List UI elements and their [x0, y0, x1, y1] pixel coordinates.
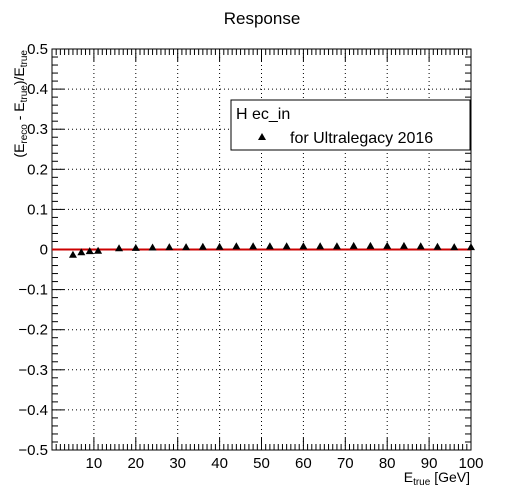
data-point-triangle — [349, 241, 358, 249]
x-tick-label: 50 — [253, 455, 270, 472]
x-tick-label: 70 — [337, 455, 354, 472]
data-point-triangle — [115, 244, 124, 252]
x-tick-labels: 10 20 30 40 50 60 70 80 90 100 — [86, 455, 484, 472]
data-point-triangle — [299, 242, 308, 250]
data-point-triangle — [77, 248, 86, 256]
data-point-triangle — [131, 243, 140, 251]
data-point-triangle — [433, 242, 442, 250]
y-tick-label: 0.2 — [27, 161, 48, 178]
data-point-triangle — [232, 242, 241, 250]
y-tick-label: −0.4 — [18, 402, 48, 419]
x-tick-label: 40 — [211, 455, 228, 472]
legend-entry-label: for Ultralegacy 2016 — [290, 130, 433, 147]
data-point-triangle — [282, 242, 291, 250]
data-points — [68, 241, 475, 258]
data-point-triangle — [148, 243, 157, 251]
chart-title: Response — [224, 9, 301, 28]
x-tick-label: 10 — [86, 455, 103, 472]
data-point-triangle — [85, 247, 94, 255]
y-axis-title: (Ereco - Etrue)/Etrue — [11, 50, 30, 158]
x-tick-label: 80 — [379, 455, 396, 472]
data-point-triangle — [182, 243, 191, 251]
y-tick-label: 0.3 — [27, 121, 48, 138]
data-point-triangle — [94, 246, 103, 254]
legend-marker-triangle-icon — [258, 133, 266, 140]
data-point-triangle — [450, 243, 459, 251]
y-tick-label: 0.5 — [27, 41, 48, 58]
axis-ticks — [51, 48, 472, 451]
data-point-triangle — [316, 242, 325, 250]
y-tick-label: 0.1 — [27, 201, 48, 218]
data-point-triangle — [215, 242, 224, 250]
data-point-triangle — [366, 241, 375, 249]
data-point-triangle — [249, 242, 258, 250]
data-point-triangle — [68, 250, 77, 258]
y-tick-label: 0 — [40, 242, 48, 259]
data-point-triangle — [198, 242, 207, 250]
y-tick-label: −0.1 — [18, 282, 48, 299]
x-tick-label: 30 — [169, 455, 186, 472]
x-axis-title: Etrue [GeV] — [404, 469, 470, 488]
y-tick-label: −0.2 — [18, 322, 48, 339]
legend-header: H ec_in — [236, 106, 290, 123]
y-tick-labels: −0.5 −0.4 −0.3 −0.2 −0.1 0 0.1 0.2 0.3 0.4 0.5 — [18, 41, 48, 459]
x-tick-label: 20 — [127, 455, 144, 472]
legend-box — [230, 99, 471, 151]
data-point-triangle — [265, 242, 274, 250]
x-tick-label: 100 — [458, 455, 483, 472]
data-point-triangle — [399, 241, 408, 249]
data-point-triangle — [165, 243, 174, 251]
x-tick-label: 90 — [421, 455, 438, 472]
y-tick-label: −0.3 — [18, 362, 48, 379]
y-tick-label: −0.5 — [18, 442, 48, 459]
legend: H ec_in for Ultralegacy 2016 — [230, 99, 471, 151]
data-point-triangle — [416, 242, 425, 250]
data-point-triangle — [467, 243, 475, 251]
y-tick-label: 0.4 — [27, 81, 48, 98]
data-point-triangle — [383, 241, 392, 249]
x-tick-label: 60 — [295, 455, 312, 472]
data-point-triangle — [332, 242, 341, 250]
